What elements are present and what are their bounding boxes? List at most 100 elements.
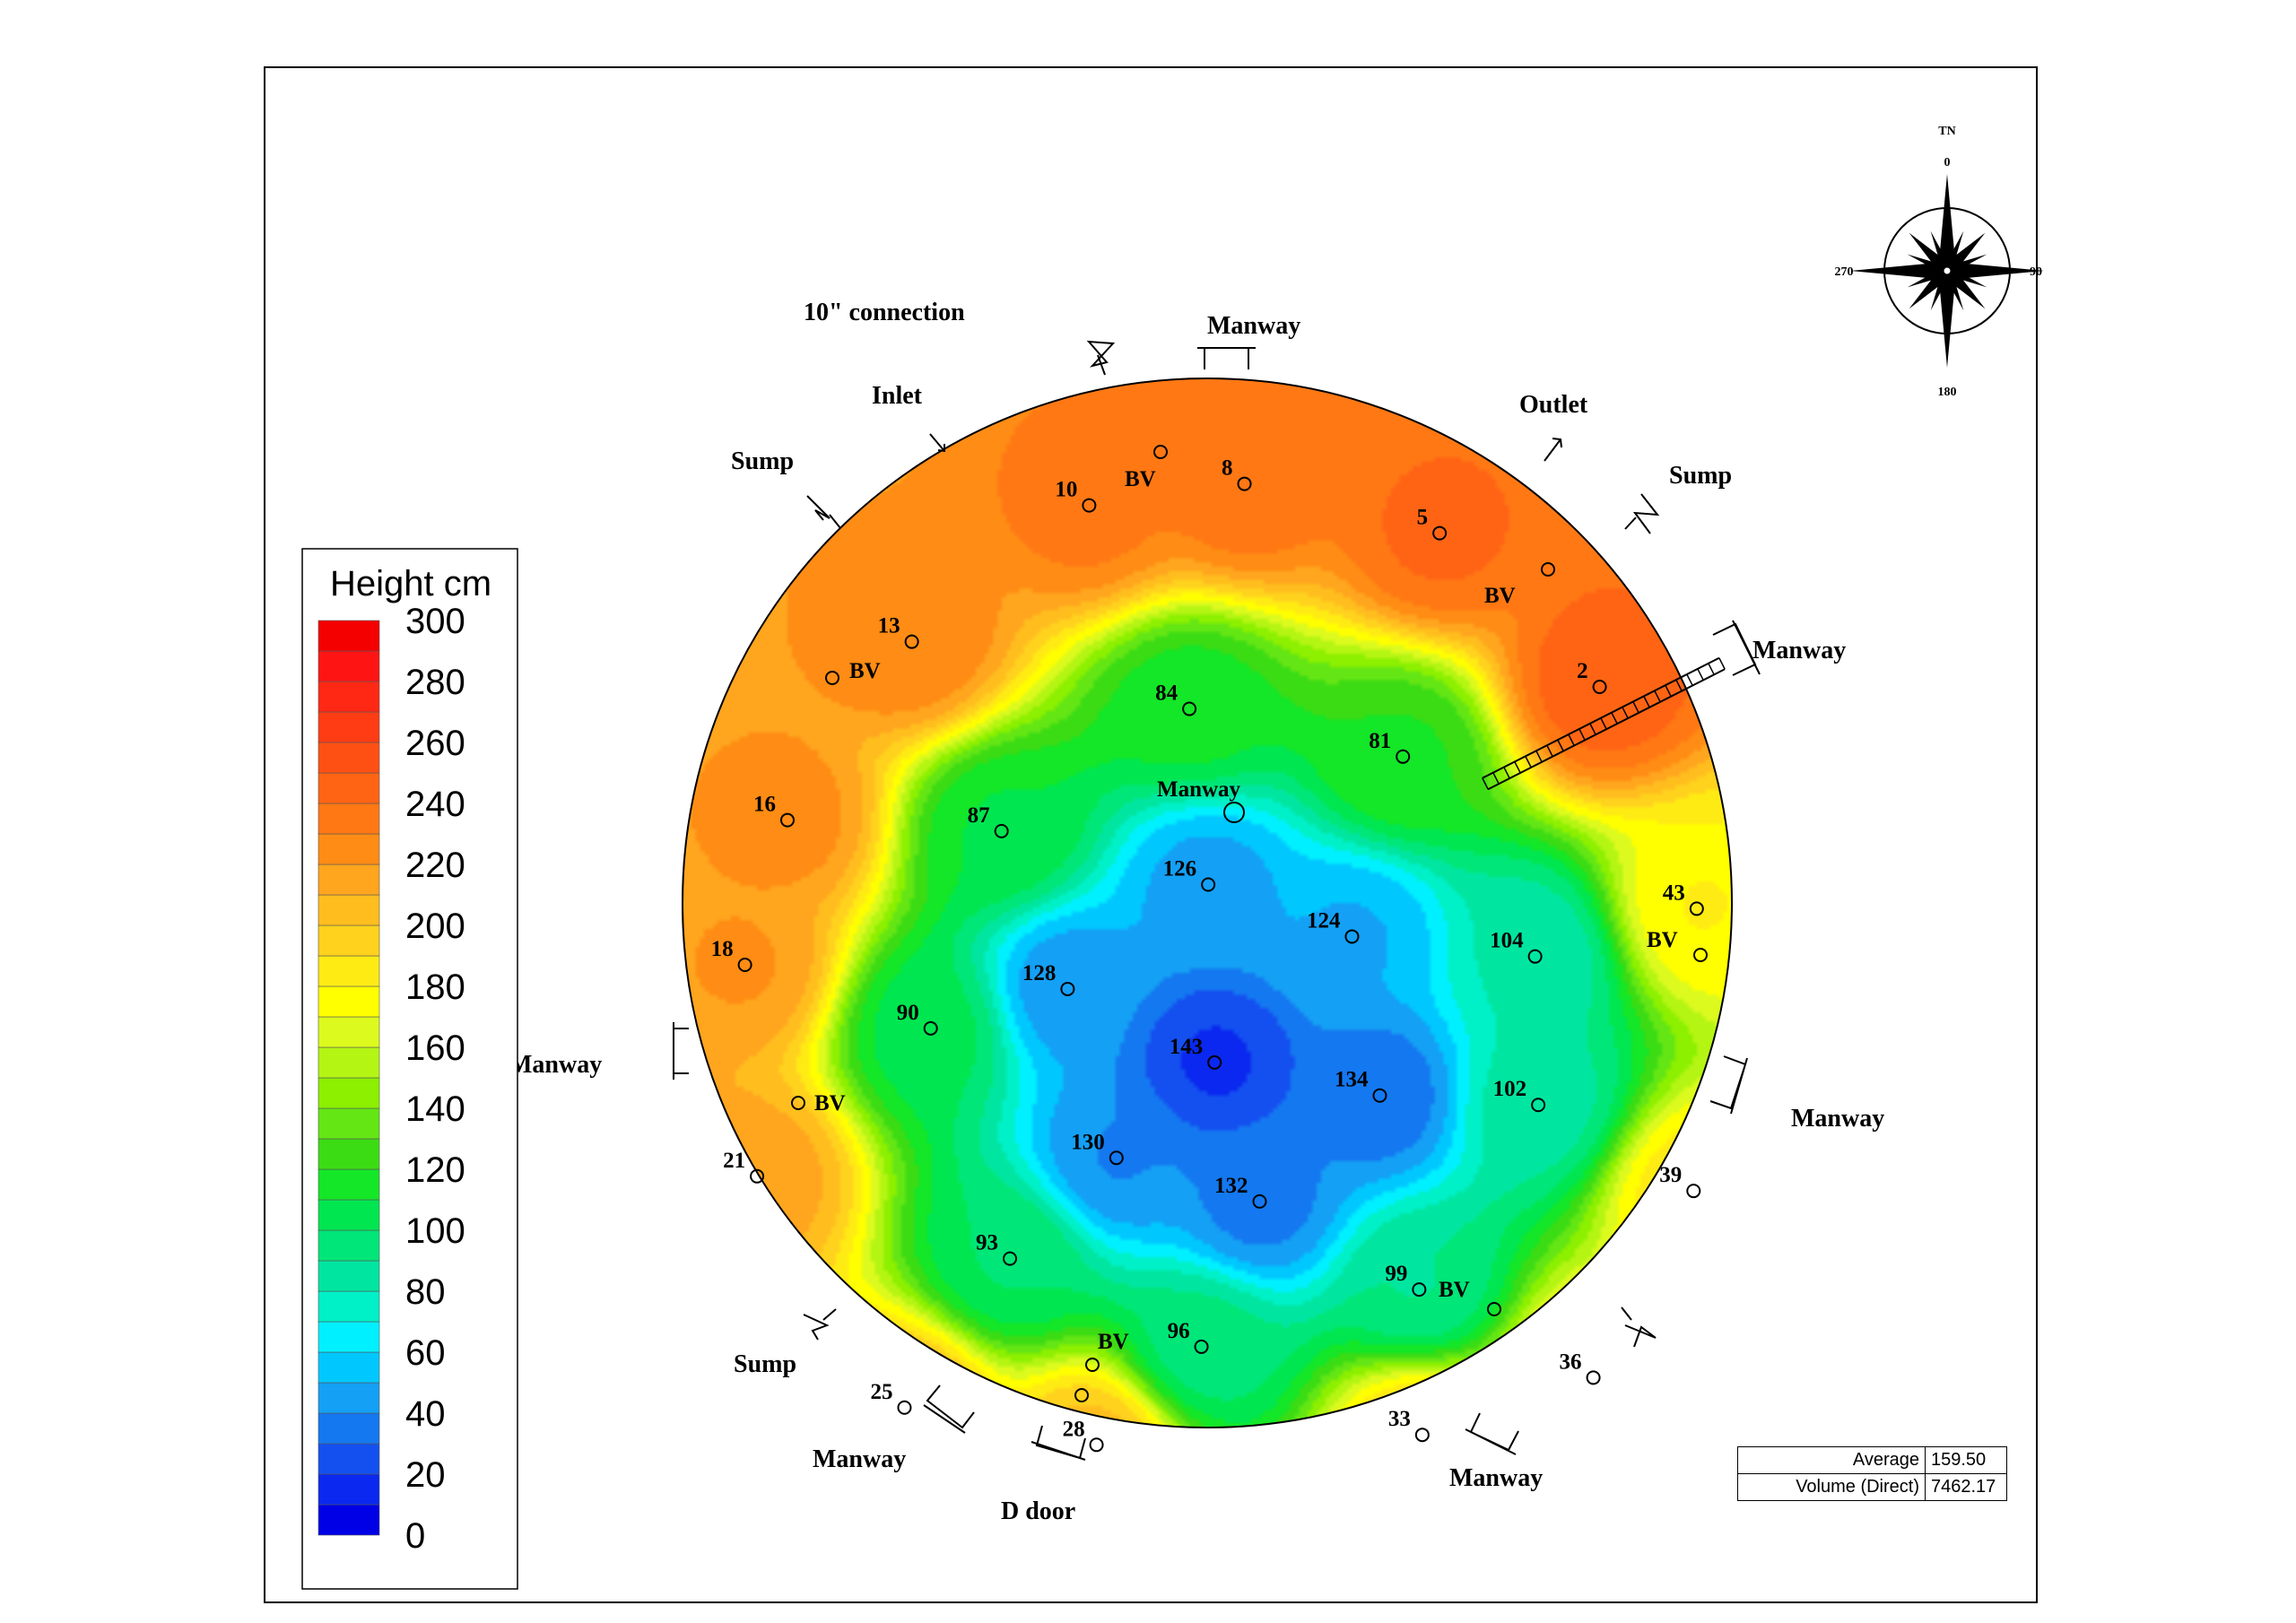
sump-top-right-symbol <box>1624 493 1660 534</box>
compass-north-label: TN <box>1938 125 1955 138</box>
compass-spike <box>1947 262 2044 280</box>
outlet-arrow <box>1544 438 1562 462</box>
sump-label: Sump <box>731 447 794 475</box>
legend-tick-label: 120 <box>405 1150 465 1190</box>
manway-left-symbol <box>673 1022 689 1080</box>
measurement-point-label: 132 <box>1214 1174 1248 1198</box>
measurement-point-label: 126 <box>1163 857 1197 881</box>
measurement-point <box>1527 949 1543 964</box>
measurement-point-label: 104 <box>1490 929 1524 953</box>
legend-swatch <box>317 772 380 804</box>
summary-table: Average 159.50 Volume (Direct) 7462.17 <box>1737 1446 2007 1501</box>
measurement-point-label: 28 <box>1063 1417 1085 1441</box>
ladder-rung <box>1482 777 1489 790</box>
bv-marker <box>1085 1358 1100 1372</box>
compass-hub <box>1943 266 1952 275</box>
legend-swatch <box>317 1168 380 1201</box>
measurement-point-label: 21 <box>723 1149 745 1173</box>
summary-label: Average <box>1737 1446 1926 1474</box>
legend-tick-label: 200 <box>405 907 465 946</box>
measurement-point-label: 2 <box>1577 659 1588 683</box>
measurement-point-label: 84 <box>1155 681 1178 706</box>
legend-swatches <box>317 620 380 1536</box>
ladder-rung <box>1697 668 1704 681</box>
compass-spike <box>1945 266 1987 288</box>
measurement-point <box>1003 1251 1018 1266</box>
manway-label: Manway <box>1449 1464 1543 1492</box>
legend-swatch <box>317 1382 380 1414</box>
bv-label: BV <box>1647 928 1678 952</box>
perimeter-fittings <box>673 340 1761 1461</box>
tank-outline <box>682 378 1733 1428</box>
measurement-point <box>1414 1428 1430 1443</box>
legend-swatch <box>317 620 380 652</box>
bv-marker <box>1074 1388 1089 1402</box>
legend-swatch <box>317 1260 380 1292</box>
summary-row: Average 159.50 <box>1737 1446 2007 1474</box>
ladder-rung <box>1654 690 1661 703</box>
d-door-symbol <box>1031 1425 1086 1461</box>
measurement-point <box>1689 901 1704 916</box>
ladder-rung <box>1557 739 1564 751</box>
ladder-rung <box>1546 744 1553 758</box>
ladder-rung <box>1686 673 1693 686</box>
ladder-rung <box>1589 723 1596 735</box>
annotation-markers <box>791 445 1708 1402</box>
bv-marker <box>1153 445 1168 459</box>
measurement-point <box>1207 1055 1222 1070</box>
legend-title: Height cm <box>330 564 491 603</box>
ladder-rung <box>1611 712 1618 725</box>
inlet-label: Inlet <box>872 382 923 410</box>
ladder-rung <box>1578 728 1586 741</box>
legend-swatch <box>317 955 380 987</box>
legend-swatch <box>317 1290 380 1323</box>
manway-right-lower-symbol <box>1709 1055 1748 1115</box>
manway-label: Manway <box>1207 312 1300 340</box>
compass-spike <box>1930 230 1952 273</box>
measurement-point-label: 128 <box>1022 961 1057 985</box>
measurement-point <box>780 812 795 828</box>
measurement-point-label: 143 <box>1170 1035 1204 1059</box>
measurement-point-label: 13 <box>878 614 900 638</box>
measurement-point <box>1252 1193 1267 1209</box>
bv-marker <box>1541 562 1555 577</box>
compass-spike <box>1943 269 1964 311</box>
ladder-rung <box>1665 684 1672 698</box>
compass-spike <box>1943 230 1964 273</box>
legend-swatch <box>317 1077 380 1109</box>
measurement-point-label: 25 <box>870 1380 892 1404</box>
legend-tick-label: 80 <box>405 1272 446 1312</box>
measurement-point <box>1109 1150 1124 1166</box>
summary-value: 159.50 <box>1925 1446 2007 1474</box>
bv-label: BV <box>849 659 881 683</box>
bv-marker <box>1693 948 1708 962</box>
legend-tick-label: 300 <box>405 602 465 641</box>
legend-swatch <box>317 681 380 713</box>
ladder-rung <box>1600 717 1607 730</box>
legend-swatch <box>317 650 380 682</box>
compass-spike <box>1907 254 1949 275</box>
legend-tick-label: 260 <box>405 724 465 763</box>
measurement-point <box>1372 1088 1387 1103</box>
legend-swatch <box>317 833 380 865</box>
manway-label: Manway <box>1752 637 1846 664</box>
measurement-point <box>1082 498 1097 513</box>
legend-swatch <box>317 1046 380 1079</box>
measurement-point-label: 134 <box>1335 1068 1369 1092</box>
center-manway-marker <box>1223 802 1245 823</box>
compass-spike <box>1850 262 1947 280</box>
measurement-point <box>1089 1437 1104 1453</box>
manway-label: Manway <box>1791 1105 1884 1133</box>
legend-tick-label: 20 <box>405 1455 446 1495</box>
summary-value: 7462.17 <box>1925 1473 2007 1501</box>
measurement-point <box>1201 877 1216 892</box>
ladder-rung <box>1708 663 1715 675</box>
measurement-points: 10 8 5 2 13 84 81 16 87 126 124 104 43 18 128 90 143 134 1… <box>711 456 1704 1453</box>
ladder-rung <box>1503 767 1510 779</box>
bv-label: BV <box>1125 467 1156 491</box>
legend-swatch <box>317 803 380 835</box>
height-contour-map <box>683 378 1732 1428</box>
measurement-point-label: 33 <box>1388 1407 1411 1431</box>
sump-label: Sump <box>1669 462 1732 490</box>
